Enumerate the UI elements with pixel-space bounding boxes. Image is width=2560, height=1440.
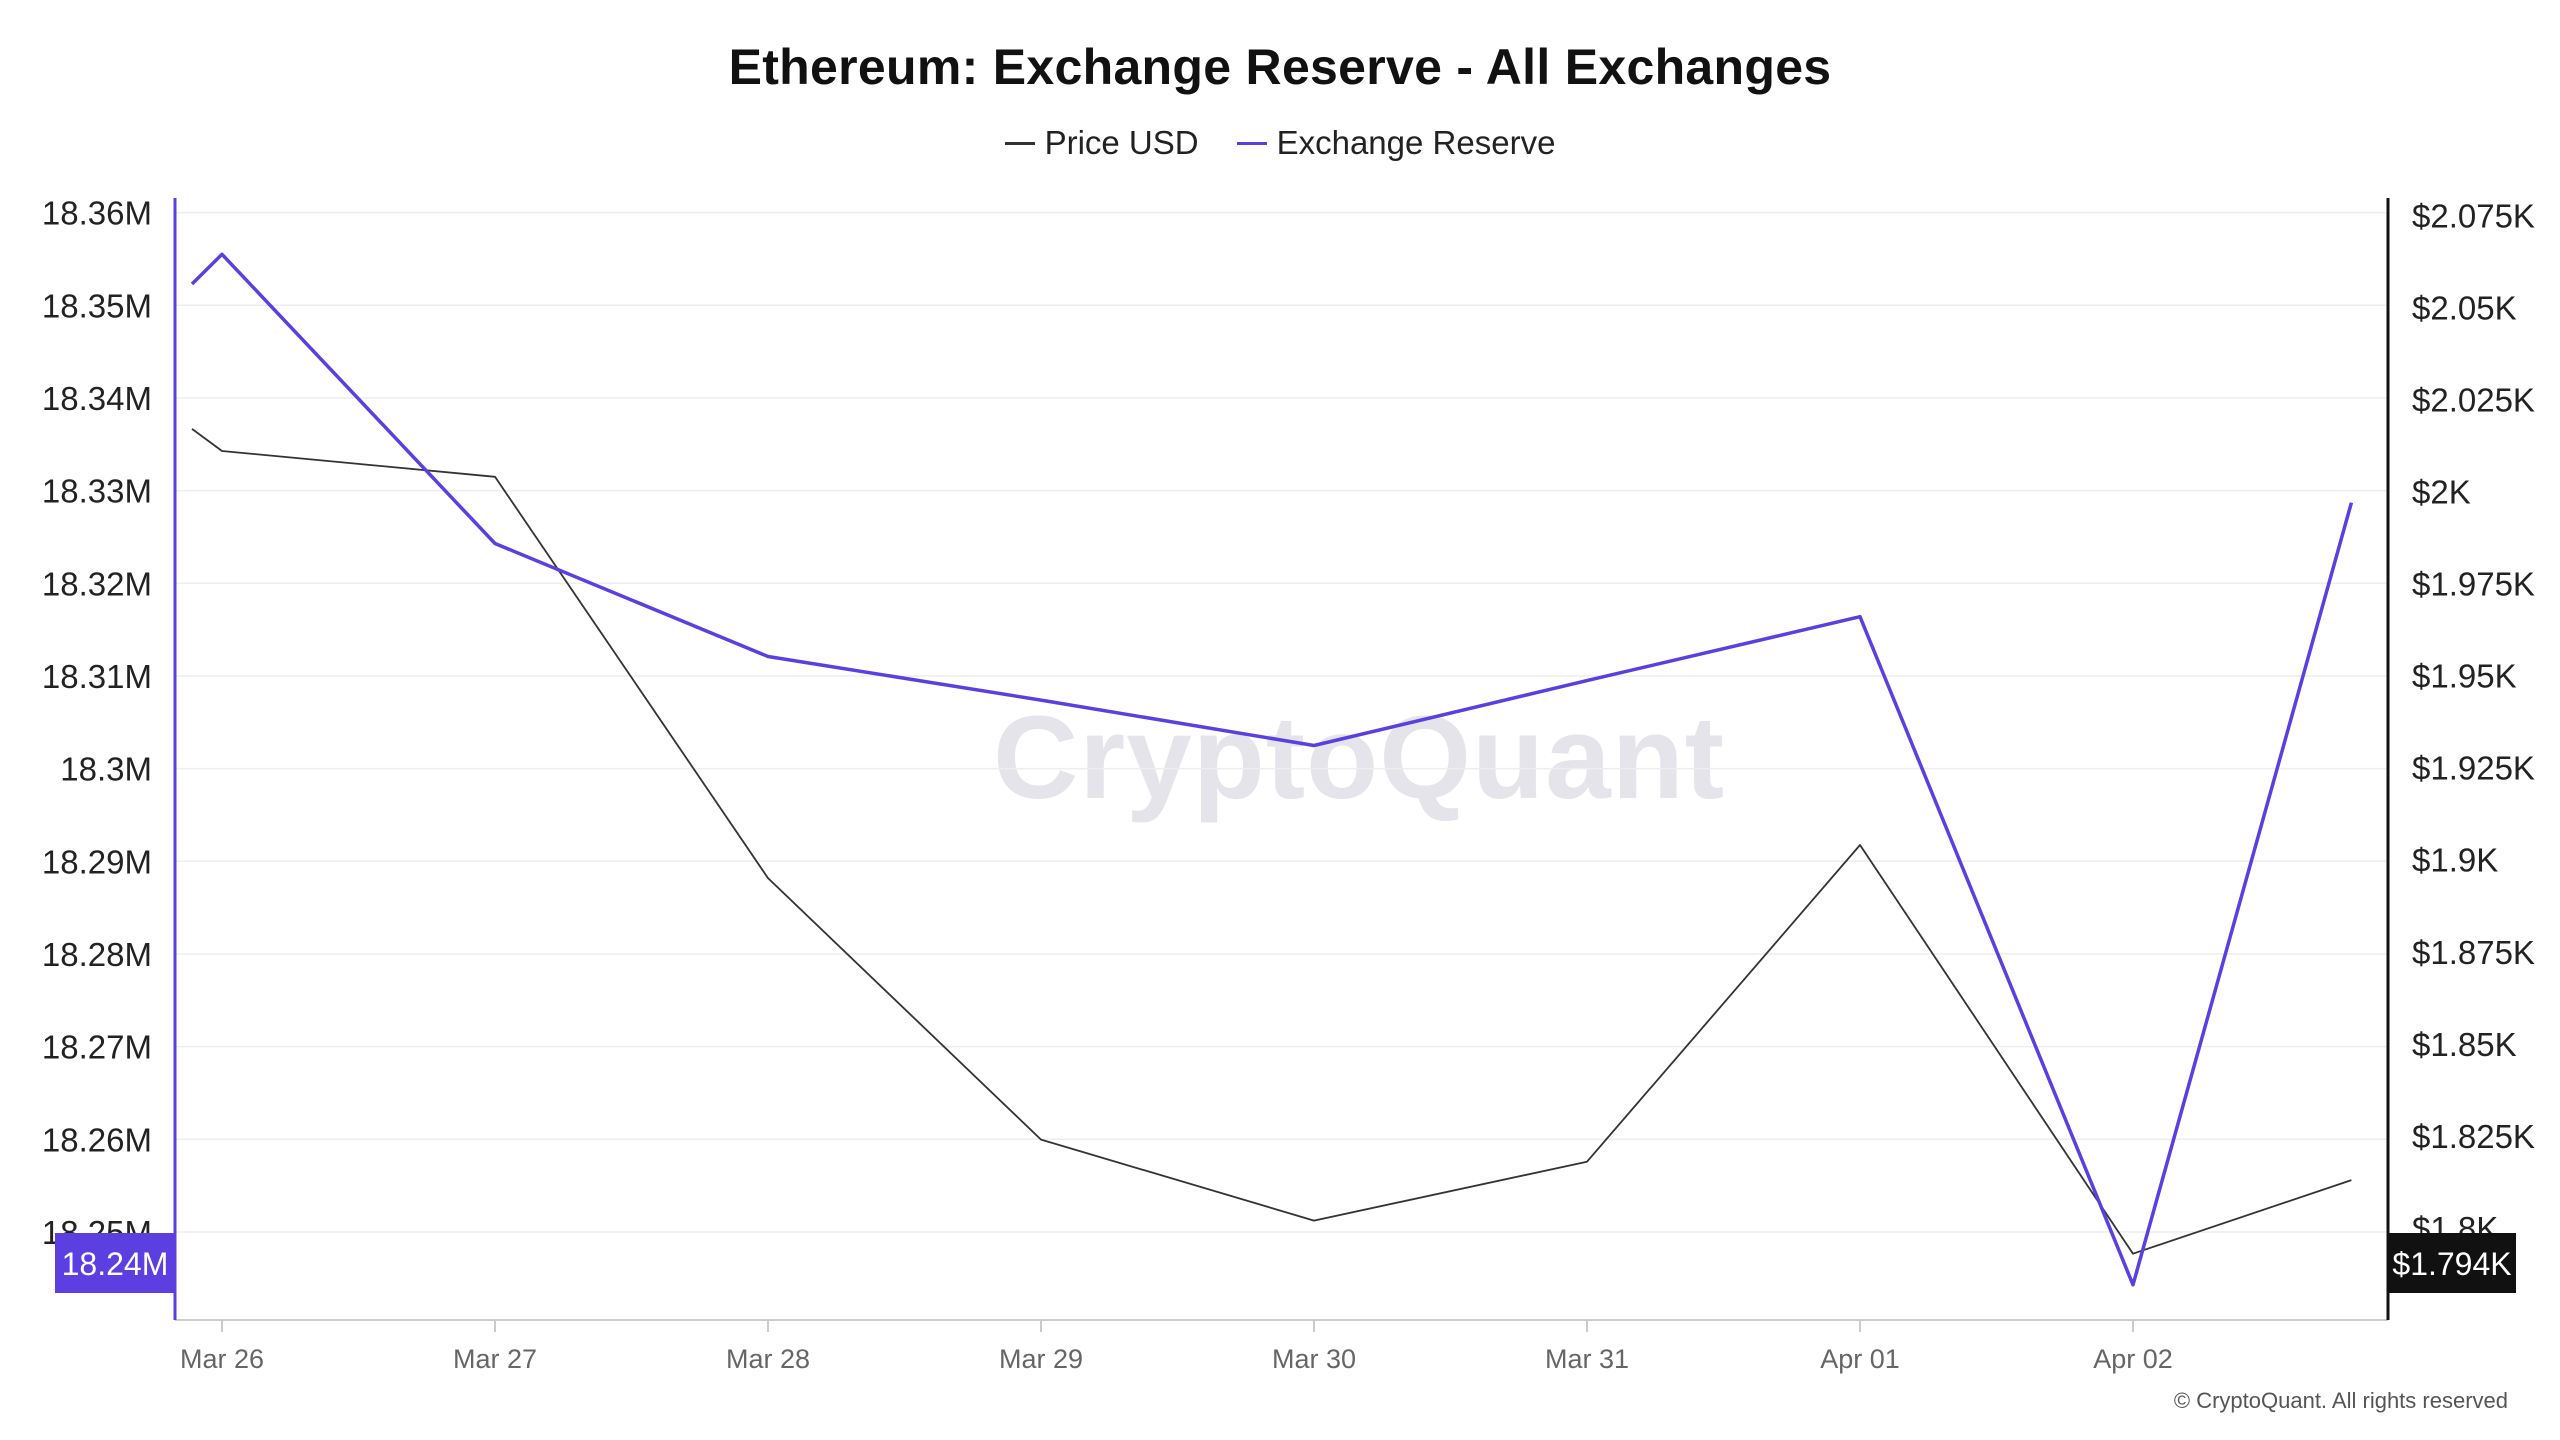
x-tick-label: Apr 01 (1820, 1344, 1900, 1374)
left-tick-label: 18.29M (42, 843, 152, 880)
right-tick-label: $2.075K (2412, 197, 2535, 234)
right-tick-label: $1.925K (2412, 750, 2535, 787)
chart-title: Ethereum: Exchange Reserve - All Exchang… (728, 39, 1832, 95)
left-current-badge (55, 1233, 175, 1293)
grid-lines (175, 211, 2388, 1233)
left-tick-label: 18.36M (42, 195, 152, 232)
left-tick-label: 18.35M (42, 287, 152, 324)
x-tick-label: Mar 30 (1272, 1344, 1356, 1374)
right-tick-label: $2K (2412, 474, 2471, 511)
exchange-reserve-line[interactable] (190, 252, 2354, 1287)
legend-swatch-price (1004, 141, 1035, 145)
x-tick-label: Mar 31 (1545, 1344, 1629, 1374)
right-tick-label: $1.975K (2412, 566, 2535, 603)
right-current-badge-label: $1.794K (2392, 1246, 2511, 1282)
right-tick-label: $1.85K (2412, 1026, 2517, 1063)
left-tick-label: 18.32M (42, 565, 152, 602)
x-axis-ticks: Mar 26 Mar 27 Mar 28 Mar 29 Mar 30 Mar 31 Apr … (180, 1320, 2173, 1374)
left-tick-label: 18.28M (42, 936, 152, 973)
legend-label-exchange-reserve: Exchange Reserve (1276, 124, 1556, 161)
left-tick-label: 18.31M (42, 658, 152, 695)
right-tick-label: $2.05K (2412, 289, 2517, 326)
left-tick-label: 18.27M (42, 1029, 152, 1066)
x-tick-label: Mar 26 (180, 1344, 264, 1374)
current-value-badges: 18.24M $1.794K (55, 1233, 2516, 1293)
series-lines (190, 252, 2354, 1287)
left-tick-label: 18.34M (42, 380, 152, 417)
left-tick-label: 18.26M (42, 1121, 152, 1158)
right-tick-label: $2.025K (2412, 381, 2535, 418)
right-tick-label: $1.95K (2412, 658, 2517, 695)
legend-swatch-exchange-reserve (1236, 141, 1267, 145)
copyright-notice: © CryptoQuant. All rights reserved (2173, 1388, 2508, 1413)
x-tick-label: Mar 29 (999, 1344, 1083, 1374)
x-tick-label: Mar 28 (726, 1344, 810, 1374)
right-tick-label: $1.875K (2412, 934, 2535, 971)
chart-legend: Price USD Exchange Reserve (0, 124, 2560, 162)
legend-label-price: Price USD (1044, 124, 1199, 161)
axes (173, 198, 2390, 1321)
legend-item-price[interactable]: Price USD (1004, 124, 1199, 162)
right-current-badge (2388, 1233, 2516, 1293)
price-usd-line[interactable] (191, 428, 2352, 1255)
right-axis-ticks: $2.075K $2.05K $2.025K $2K $1.975K $1.95K $1.9… (2412, 197, 2535, 1247)
right-tick-label: $1.9K (2412, 842, 2498, 879)
x-tick-label: Mar 27 (453, 1344, 537, 1374)
legend-item-exchange-reserve[interactable]: Exchange Reserve (1236, 124, 1556, 162)
left-tick-label: 18.33M (42, 473, 152, 510)
left-axis-ticks: 18.36M 18.35M 18.34M 18.33M 18.32M 18.31M 18.3… (42, 195, 152, 1251)
left-current-badge-label: 18.24M (62, 1246, 169, 1282)
x-tick-label: Apr 02 (2093, 1344, 2173, 1374)
left-tick-label: 18.3M (60, 751, 152, 788)
right-tick-label: $1.825K (2412, 1118, 2535, 1155)
